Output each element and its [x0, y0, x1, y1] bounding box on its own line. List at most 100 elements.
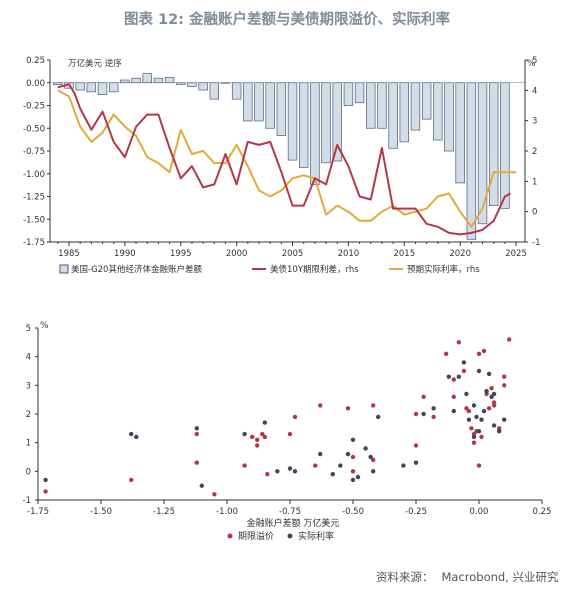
- point-term-premium: [431, 414, 436, 420]
- x-tick-label: 2025: [505, 249, 527, 259]
- left-tick-label: -1.75: [23, 238, 45, 248]
- y-tick-label: 2: [26, 410, 31, 420]
- y-tick-label: -1: [23, 496, 31, 506]
- point-real-rate: [199, 483, 204, 488]
- point-term-premium: [471, 440, 477, 445]
- point-term-premium: [461, 368, 467, 374]
- y-tick-label: 3: [26, 381, 31, 391]
- point-real-rate: [43, 477, 48, 483]
- bar: [433, 82, 443, 141]
- y-axis-unit: %: [40, 321, 49, 331]
- point-term-premium: [502, 383, 507, 388]
- x-tick-label: -1.50: [90, 507, 112, 517]
- legend-label-real-rate: 预期实际利率，rhs: [407, 264, 480, 275]
- bar: [455, 82, 465, 184]
- point-real-rate: [461, 360, 467, 365]
- point-term-premium: [262, 434, 267, 440]
- point-term-premium: [318, 403, 323, 408]
- x-tick-label: 0.00: [470, 507, 489, 517]
- x-tick-label: 2015: [393, 249, 415, 259]
- point-real-rate: [484, 388, 489, 394]
- source-label: 资料来源：: [376, 570, 434, 584]
- y-tick-label: 4: [26, 353, 31, 363]
- left-tick-label: 0.00: [26, 79, 45, 89]
- bar: [477, 82, 488, 225]
- bar: [231, 82, 242, 100]
- point-term-premium: [413, 411, 419, 417]
- x-tick-label: 1995: [170, 249, 192, 259]
- point-term-premium: [350, 469, 356, 474]
- point-term-premium: [371, 403, 376, 408]
- bar: [500, 82, 510, 209]
- bar: [142, 73, 152, 84]
- point-real-rate: [330, 472, 335, 477]
- point-term-premium: [469, 426, 474, 431]
- point-term-premium: [265, 472, 270, 477]
- bar: [220, 82, 231, 84]
- point-term-premium: [421, 394, 426, 399]
- point-term-premium: [451, 394, 456, 399]
- left-tick-label: -0.50: [23, 124, 45, 134]
- point-term-premium: [287, 431, 293, 437]
- bar-series: [50, 73, 525, 240]
- point-term-premium: [481, 348, 487, 354]
- point-real-rate: [474, 414, 479, 420]
- bar: [120, 79, 130, 84]
- line-term-premium: [57, 83, 511, 236]
- point-term-premium: [350, 454, 356, 460]
- point-term-premium: [43, 489, 48, 494]
- bar: [276, 82, 287, 136]
- left-tick-label: -1.00: [23, 170, 45, 180]
- x-axis-label: 金融账户差额 万亿美元: [247, 517, 340, 529]
- chart-timeseries: 0.25 0.00 -0.25 -0.50 -0.75 -1.00 -1.25 -1.50 -1…: [23, 56, 540, 275]
- point-real-rate: [456, 374, 461, 379]
- bar: [75, 82, 85, 91]
- right-tick-label: 2: [532, 147, 537, 157]
- bar: [366, 82, 376, 129]
- legend-marker-term-premium: [227, 533, 233, 539]
- point-real-rate: [471, 434, 477, 440]
- legend-label-real-rate: 实际利率: [298, 530, 334, 542]
- scatter-points: [43, 337, 512, 497]
- x-tick-label: 2010: [338, 249, 360, 259]
- left-tick-label: -0.75: [23, 147, 45, 157]
- bar: [410, 82, 421, 131]
- bar: [86, 82, 97, 93]
- right-tick-label: 3: [532, 117, 537, 127]
- point-real-rate: [262, 420, 267, 425]
- point-term-premium: [255, 443, 260, 448]
- x-tick-label: 2005: [282, 249, 304, 259]
- point-real-rate: [446, 374, 451, 379]
- point-real-rate: [350, 477, 356, 483]
- point-term-premium: [292, 414, 298, 420]
- x-tick-label: -1.75: [27, 507, 49, 517]
- point-term-premium: [413, 443, 419, 448]
- left-tick-label: -0.25: [23, 102, 45, 112]
- point-real-rate: [345, 451, 351, 457]
- bar: [343, 82, 354, 106]
- point-term-premium: [194, 431, 199, 437]
- chart-scatter: 5 4 3 2 1 0 -1-1.75 -1.50 -1.25 -1.00 -0.75 -0.50 -0…: [23, 321, 552, 542]
- point-real-rate: [355, 474, 361, 480]
- point-real-rate: [481, 408, 487, 414]
- bar: [254, 82, 264, 122]
- bar: [131, 77, 141, 84]
- bar: [198, 82, 208, 91]
- bar: [421, 82, 432, 120]
- x-tick-label: 2000: [226, 249, 248, 259]
- y-tick-label: 0: [26, 467, 31, 477]
- legend: 美国-G20其他经济体金融账户差额 美债10Y期限利差，rhs 预期实际利率，rhs: [59, 264, 480, 275]
- legend-swatch-bars: [59, 264, 69, 274]
- point-real-rate: [401, 463, 406, 468]
- chart-title: 图表 12: 金融账户差额与美债期限溢价、实际利率: [123, 12, 451, 28]
- point-real-rate: [292, 469, 298, 474]
- bar: [164, 76, 175, 84]
- axes: 5 4 3 2 1 0 -1-1.75 -1.50 -1.25 -1.00 -0.75 -0.50 -0…: [23, 324, 552, 517]
- point-real-rate: [502, 417, 507, 422]
- point-real-rate: [194, 426, 199, 431]
- point-term-premium: [466, 408, 472, 414]
- bar: [97, 82, 108, 95]
- point-real-rate: [421, 411, 426, 417]
- point-term-premium: [464, 406, 469, 411]
- bar: [243, 82, 253, 122]
